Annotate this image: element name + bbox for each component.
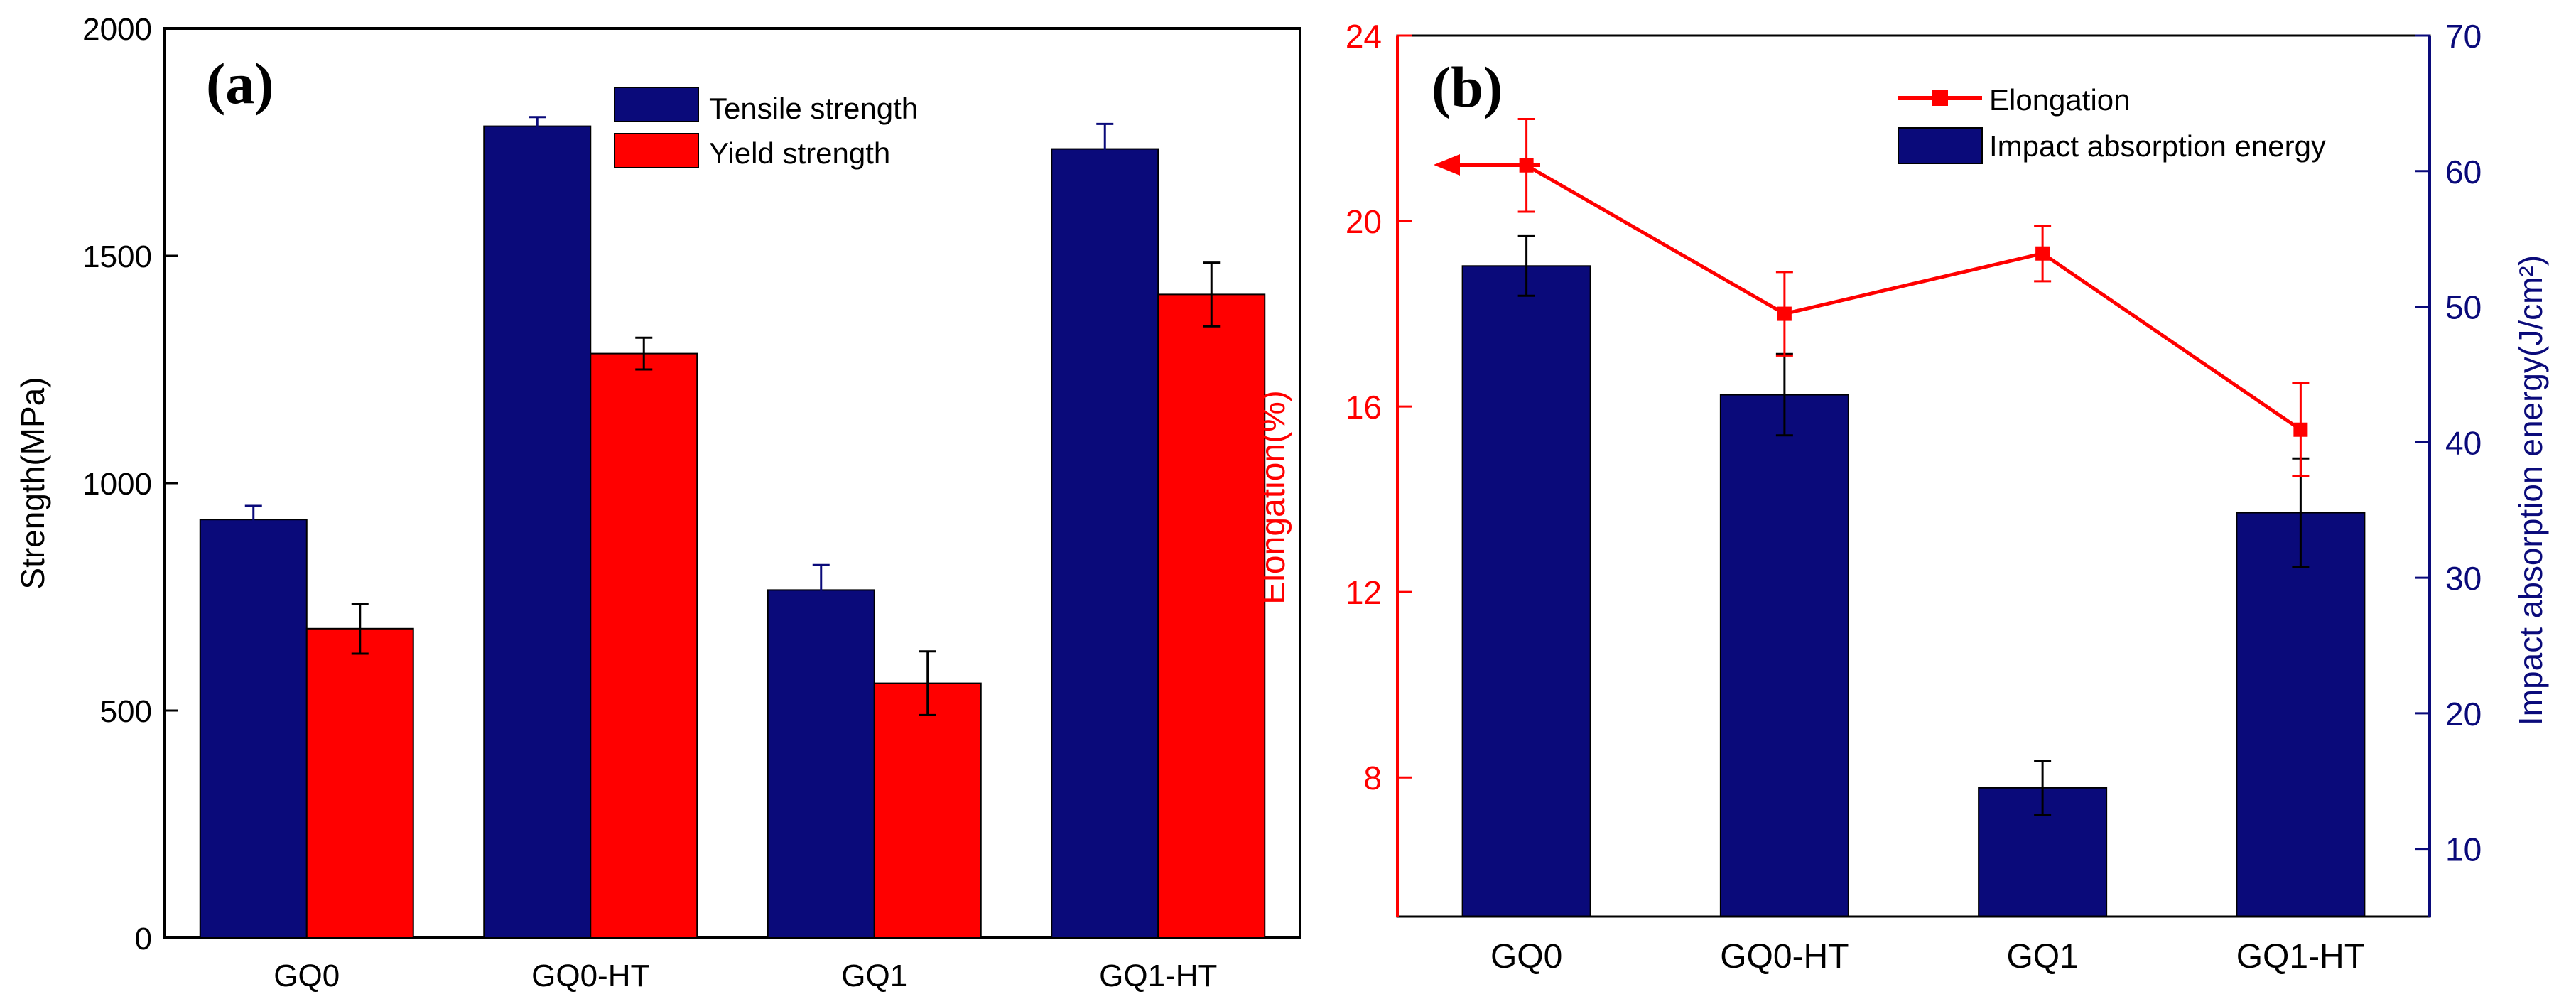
left-tick-label: 24 <box>1346 18 1382 55</box>
x-tick-label: GQ1-HT <box>1099 959 1217 993</box>
x-tick-label: GQ1-HT <box>2236 938 2365 976</box>
legend-label-yield: Yield strength <box>709 136 890 170</box>
right-tick-label: 50 <box>2445 289 2482 326</box>
panel-b-right-ticks: 10 20 30 40 50 60 70 <box>2415 18 2482 868</box>
y-tick-label: 500 <box>100 694 152 729</box>
elongation-point <box>1777 306 1792 321</box>
left-tick-label: 8 <box>1363 760 1382 797</box>
panel-a-y-ticks: 0 500 1000 1500 2000 <box>82 12 178 956</box>
x-tick-label: GQ0 <box>1490 938 1562 976</box>
elongation-point <box>2293 422 2308 437</box>
right-tick-label: 10 <box>2445 831 2482 868</box>
bar-yield <box>305 627 414 939</box>
legend-label-impact: Impact absorption energy <box>1989 129 2326 163</box>
x-tick-label: GQ0 <box>274 959 340 993</box>
legend-swatch-impact <box>1898 127 1983 164</box>
legend-label-elongation: Elongation <box>1989 83 2131 117</box>
bar-impact-energy <box>1719 394 1849 917</box>
x-tick-label: GQ1 <box>841 959 907 993</box>
panel-b-bars <box>1461 234 2366 918</box>
panel-b-right-axis-label: Impact absorption energy(J/cm²) <box>2512 255 2549 725</box>
bar-tensile <box>199 519 308 939</box>
x-tick-label: GQ0-HT <box>531 959 649 993</box>
legend-swatch-yield <box>614 133 699 168</box>
panel-b-legend: Elongation Impact absorption energy <box>1898 83 2326 164</box>
right-tick-label: 40 <box>2445 424 2482 461</box>
bar-tensile <box>1051 148 1159 939</box>
elongation-point <box>2035 246 2050 261</box>
arrow-head <box>1434 154 1460 176</box>
bar-yield <box>1157 293 1266 939</box>
panel-b: (b) Elongation(%) Impact absorption ener… <box>1255 18 2549 976</box>
x-tick-label: GQ1 <box>2006 938 2078 976</box>
bar-tensile <box>483 125 592 939</box>
panel-a-x-ticks: GQ0 GQ0-HT GQ1 GQ1-HT <box>274 925 1217 993</box>
panel-b-left-ticks: 8 12 16 20 24 <box>1346 18 1412 797</box>
panel-b-left-axis-label: Elongation(%) <box>1255 390 1292 605</box>
panel-a-y-axis-label: Strength(MPa) <box>14 377 51 589</box>
x-tick-label: GQ0-HT <box>1720 938 1849 976</box>
left-tick-label: 16 <box>1346 389 1382 426</box>
right-tick-label: 30 <box>2445 560 2482 597</box>
legend-swatch-tensile <box>614 87 699 122</box>
panel-a-label: (a) <box>206 51 274 116</box>
panel-b-left-arrow <box>1434 154 1540 176</box>
panel-b-x-ticks: GQ0 GQ0-HT GQ1 GQ1-HT <box>1490 938 2365 976</box>
y-tick-label: 1000 <box>82 467 152 502</box>
left-tick-label: 20 <box>1346 203 1382 240</box>
bar-yield <box>873 682 982 939</box>
left-tick-label: 12 <box>1346 574 1382 611</box>
right-tick-label: 20 <box>2445 696 2482 733</box>
bar-tensile <box>767 589 875 939</box>
y-tick-label: 1500 <box>82 239 152 274</box>
y-tick-label: 0 <box>135 922 152 956</box>
y-tick-label: 2000 <box>82 12 152 47</box>
panel-b-elongation-line <box>1517 117 2310 477</box>
legend-marker-elongation <box>1932 90 1948 106</box>
bar-yield <box>590 352 698 939</box>
elongation-line <box>1525 163 2302 431</box>
right-tick-label: 70 <box>2445 18 2482 55</box>
right-tick-label: 60 <box>2445 153 2482 190</box>
bar-impact-energy <box>1461 265 1591 917</box>
bar-impact-energy <box>2236 512 2366 917</box>
panel-a-legend: Tensile strength Yield strength <box>614 87 918 170</box>
panel-a-bars <box>199 116 1266 939</box>
legend-label-tensile: Tensile strength <box>709 92 918 125</box>
panel-b-label: (b) <box>1432 55 1503 119</box>
